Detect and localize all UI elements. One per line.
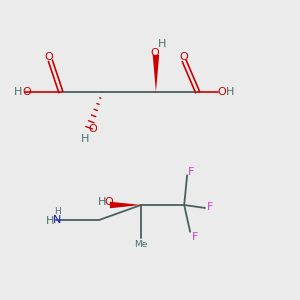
Text: Me: Me xyxy=(134,240,148,249)
Text: H: H xyxy=(158,39,166,49)
Text: H: H xyxy=(46,216,54,226)
Text: H: H xyxy=(54,207,61,216)
Text: H: H xyxy=(80,134,89,144)
Text: F: F xyxy=(188,167,194,177)
Text: O: O xyxy=(22,87,31,97)
Text: H: H xyxy=(98,197,106,207)
Text: O: O xyxy=(105,197,113,207)
Text: F: F xyxy=(192,232,199,242)
Polygon shape xyxy=(153,55,159,92)
Text: H: H xyxy=(14,87,22,97)
Text: O: O xyxy=(150,48,159,59)
Text: O: O xyxy=(88,124,97,134)
Text: O: O xyxy=(180,52,189,62)
Text: N: N xyxy=(53,215,61,225)
Text: H: H xyxy=(226,87,234,97)
Text: F: F xyxy=(207,202,214,212)
Text: O: O xyxy=(217,87,226,97)
Text: O: O xyxy=(45,52,53,62)
Polygon shape xyxy=(110,202,141,208)
